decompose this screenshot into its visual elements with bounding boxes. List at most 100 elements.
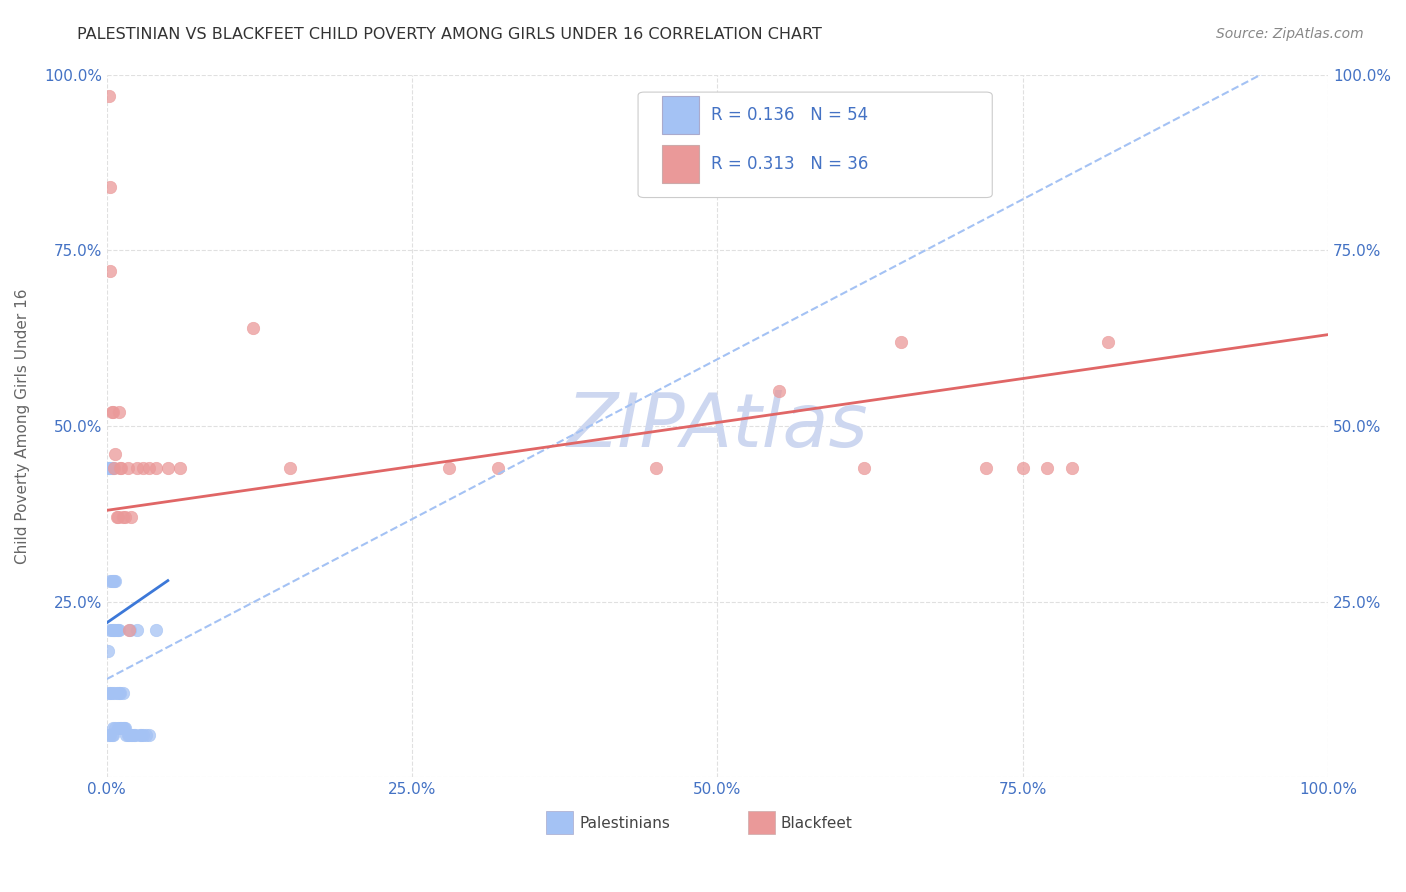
Point [105,510,128,524]
FancyBboxPatch shape [662,95,699,135]
Point [890,334,912,349]
Point [132,728,155,742]
Point [104,447,127,461]
Point [101,728,124,742]
Point [278,461,301,475]
Point [100,461,122,475]
Point [100,264,122,278]
Point [101,405,124,419]
Point [97,644,120,658]
Point [112,721,135,735]
Point [1036,461,1059,475]
Point [114,510,136,524]
Point [105,686,128,700]
Point [107,623,129,637]
Point [108,686,131,700]
FancyBboxPatch shape [748,811,775,834]
Point [108,686,131,700]
Point [120,510,142,524]
Point [118,623,141,637]
Text: ZIPAtlas: ZIPAtlas [567,390,869,462]
Point [101,461,124,475]
Text: R = 0.313   N = 36: R = 0.313 N = 36 [711,155,869,173]
Point [104,574,127,588]
Point [118,728,141,742]
Point [114,721,136,735]
Point [107,721,129,735]
Point [101,721,124,735]
FancyBboxPatch shape [662,145,699,184]
Point [100,686,122,700]
Point [107,510,129,524]
Point [111,686,134,700]
Point [115,728,138,742]
Point [1011,461,1033,475]
Point [100,623,122,637]
Point [100,728,122,742]
Point [104,623,127,637]
Point [117,728,139,742]
Point [100,728,122,742]
Point [121,728,143,742]
Point [111,721,134,735]
Point [101,623,124,637]
Point [486,461,509,475]
Point [100,574,122,588]
Point [1060,461,1083,475]
Point [132,461,155,475]
Point [128,728,150,742]
FancyBboxPatch shape [547,811,574,834]
Point [98,728,121,742]
Text: Blackfeet: Blackfeet [780,816,853,831]
Point [169,461,191,475]
Point [145,461,167,475]
Point [122,728,145,742]
Point [156,461,179,475]
Point [108,461,131,475]
Point [98,461,121,475]
Point [853,461,876,475]
Point [127,623,149,637]
Point [110,721,132,735]
Text: PALESTINIAN VS BLACKFEET CHILD POVERTY AMONG GIRLS UNDER 16 CORRELATION CHART: PALESTINIAN VS BLACKFEET CHILD POVERTY A… [77,27,823,42]
Point [100,623,122,637]
Point [103,574,125,588]
Point [100,574,122,588]
Text: Palestinians: Palestinians [579,816,671,831]
Point [98,461,121,475]
Point [124,728,146,742]
Point [1097,334,1119,349]
Point [101,574,124,588]
Point [105,623,128,637]
Point [100,405,122,419]
Point [118,623,141,637]
Point [100,686,122,700]
Point [974,461,997,475]
Point [104,721,127,735]
Point [145,623,167,637]
Point [645,461,668,475]
Point [127,461,149,475]
Point [100,461,122,475]
Point [103,686,125,700]
Point [108,721,131,735]
Point [110,461,132,475]
Point [108,623,131,637]
Y-axis label: Child Poverty Among Girls Under 16: Child Poverty Among Girls Under 16 [15,288,30,564]
FancyBboxPatch shape [638,92,993,197]
Point [437,461,460,475]
Point [111,510,134,524]
Point [103,461,125,475]
Point [103,623,125,637]
Point [120,728,142,742]
Point [98,88,121,103]
Point [129,728,152,742]
Text: Source: ZipAtlas.com: Source: ZipAtlas.com [1216,27,1364,41]
Point [242,320,264,334]
Point [98,686,121,700]
Point [138,728,160,742]
Point [138,461,160,475]
Point [100,180,122,194]
Point [135,728,157,742]
Text: R = 0.136   N = 54: R = 0.136 N = 54 [711,106,869,124]
